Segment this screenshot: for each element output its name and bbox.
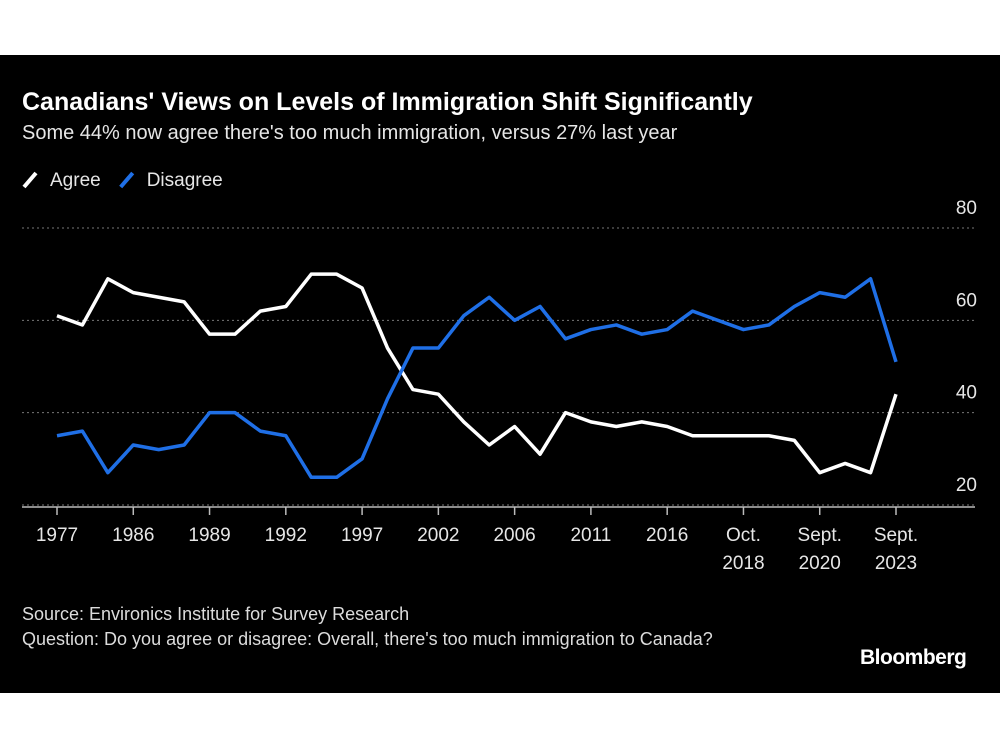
x-tick-label: Sept. 2020 [797, 525, 842, 574]
chart-subtitle: Some 44% now agree there's too much immi… [22, 122, 678, 144]
chart-panel [0, 55, 1000, 693]
brand-logo: Bloomberg [860, 646, 967, 669]
question-note: Question: Do you agree or disagree: Over… [22, 629, 713, 649]
legend-swatch [119, 171, 135, 189]
x-tick-label: Oct. 2018 [722, 525, 765, 574]
x-tick-label: 2002 [417, 525, 460, 546]
y-tick-label: 40 [956, 383, 977, 404]
x-tick-label: 2011 [570, 525, 612, 546]
x-tick-label: 1997 [340, 525, 384, 546]
series-line [56, 277, 898, 480]
y-tick-label: 80 [956, 198, 977, 219]
x-tick-label: Sept. 2023 [873, 525, 919, 574]
x-tick-label: 2006 [493, 525, 536, 546]
x-tick-label: 1992 [264, 525, 307, 546]
chart-title: Canadians' Views on Levels of Immigratio… [22, 88, 753, 116]
legend-label: Agree [50, 170, 101, 191]
source-note: Source: Environics Institute for Survey … [22, 604, 410, 624]
x-tick-label: 2016 [646, 525, 689, 546]
x-tick-label: 1986 [112, 525, 155, 546]
x-tick-label: 1989 [188, 525, 231, 546]
y-tick-label: 60 [956, 290, 977, 311]
legend-swatch [22, 171, 38, 189]
series-line [56, 272, 898, 475]
legend-label: Disagree [147, 170, 223, 191]
x-tick-label: 1977 [35, 525, 79, 546]
y-tick-label: 20 [956, 475, 977, 496]
